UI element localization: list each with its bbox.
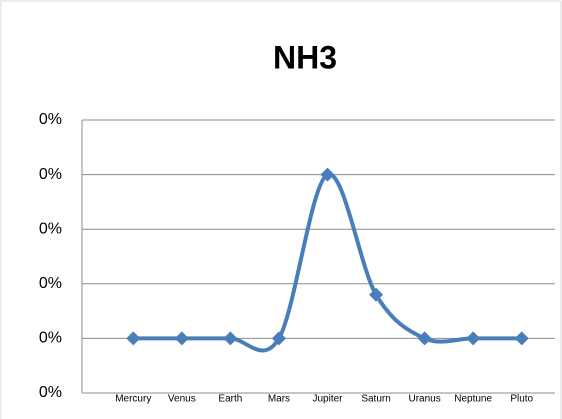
x-tick-label: Mercury — [115, 394, 151, 405]
x-tick-label: Mars — [268, 394, 290, 405]
marker — [514, 331, 529, 346]
x-tick-label: Neptune — [454, 394, 492, 405]
x-tick-label: Pluto — [510, 394, 533, 405]
marker — [223, 331, 238, 346]
marker — [174, 331, 189, 346]
y-tick-label: 0% — [39, 111, 62, 128]
x-tick-label: Saturn — [361, 394, 390, 405]
marker — [271, 331, 286, 346]
marker — [417, 331, 432, 346]
y-tick-label: 0% — [39, 330, 62, 347]
x-tick-label: Venus — [168, 394, 196, 405]
marker — [320, 167, 335, 182]
y-tick-label: 0% — [39, 166, 62, 183]
marker — [126, 331, 141, 346]
y-tick-label: 0% — [39, 220, 62, 237]
x-tick-label: Uranus — [408, 394, 440, 405]
y-tick-label: 0% — [39, 384, 62, 401]
x-tick-label: Jupiter — [312, 394, 343, 405]
marker — [466, 331, 481, 346]
y-tick-label: 0% — [39, 275, 62, 292]
chart-title: NH3 — [273, 39, 337, 75]
marker — [369, 287, 384, 302]
x-tick-label: Earth — [218, 394, 242, 405]
